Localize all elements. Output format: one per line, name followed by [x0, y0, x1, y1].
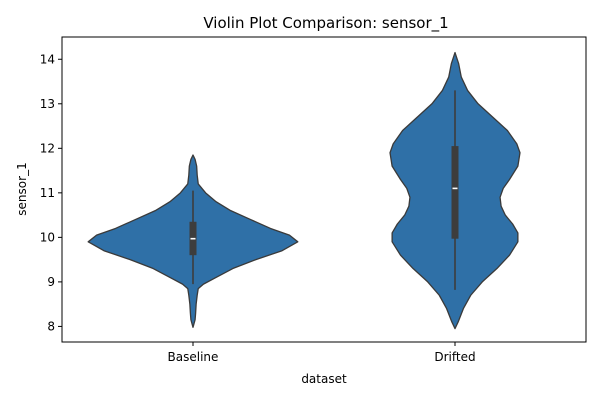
x-tick-label: Baseline [168, 350, 219, 364]
chart-title: Violin Plot Comparison: sensor_1 [203, 14, 448, 33]
y-tick-label: 11 [40, 186, 55, 200]
x-axis: Baseline Drifted [168, 342, 476, 364]
y-axis-label: sensor_1 [15, 162, 29, 215]
y-axis: 8 9 10 11 12 13 14 [40, 52, 62, 333]
plot-frame [61, 36, 587, 343]
iqr-box-drifted [451, 146, 459, 239]
x-axis-label: dataset [301, 372, 347, 386]
y-tick-label: 12 [40, 141, 55, 155]
y-tick-label: 8 [47, 319, 55, 333]
y-tick-label: 9 [47, 275, 55, 289]
plot-area [87, 51, 521, 330]
y-tick-label: 14 [40, 52, 55, 66]
x-tick-label: Drifted [434, 350, 475, 364]
y-tick-label: 10 [40, 230, 55, 244]
y-tick-label: 13 [40, 97, 55, 111]
